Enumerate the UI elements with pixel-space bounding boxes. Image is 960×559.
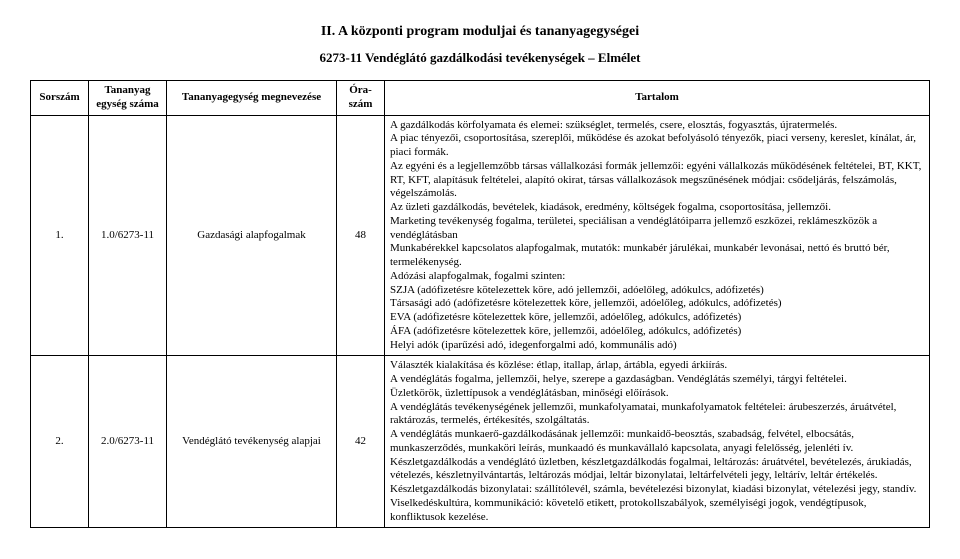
content-line: A vendéglátás munkaerő-gazdálkodásának j… <box>390 428 924 456</box>
section-title: II. A központi program moduljai és tanan… <box>30 24 930 40</box>
cell-egyseg: 2.0/6273-11 <box>89 356 167 528</box>
cell-megnevezes: Vendéglátó tevékenység alapjai <box>167 356 337 528</box>
content-line: Készletgazdálkodás bizonylatai: szállító… <box>390 483 924 497</box>
table-row: 1.1.0/6273-11Gazdasági alapfogalmak48 A g… <box>31 115 930 356</box>
cell-oraszam: 42 <box>337 356 385 528</box>
cell-tartalom: A gazdálkodás körfolyamata és elemei: sz… <box>385 115 930 356</box>
header-sorszam: Sorszám <box>31 81 89 116</box>
content-line: Választék kialakítása és közlése: étlap,… <box>390 359 924 373</box>
cell-tartalom: Választék kialakítása és közlése: étlap,… <box>385 356 930 528</box>
content-line: A vendéglátás fogalma, jellemzői, helye,… <box>390 373 924 387</box>
content-line: Munkabérekkel kapcsolatos alapfogalmak, … <box>390 242 924 270</box>
content-line: Üzletkörök, üzlettípusok a vendéglátásba… <box>390 387 924 401</box>
content-line: A piac tényezői, csoportosítása, szerepl… <box>390 132 924 160</box>
cell-oraszam: 48 <box>337 115 385 356</box>
cell-egyseg: 1.0/6273-11 <box>89 115 167 356</box>
content-line: ÁFA (adófizetésre kötelezettek köre, jel… <box>390 325 924 339</box>
cell-sorszam: 2. <box>31 356 89 528</box>
content-line: Készletgazdálkodás a vendéglátó üzletben… <box>390 456 924 484</box>
cell-sorszam: 1. <box>31 115 89 356</box>
content-line: Társasági adó (adófizetésre kötelezettek… <box>390 297 924 311</box>
header-tartalom: Tartalom <box>385 81 930 116</box>
table-header-row: Sorszám Tananyag egység száma Tananyageg… <box>31 81 930 116</box>
subtitle: 6273-11 Vendéglátó gazdálkodási tevékeny… <box>30 50 930 66</box>
cell-megnevezes: Gazdasági alapfogalmak <box>167 115 337 356</box>
header-oraszam: Óra-szám <box>337 81 385 116</box>
content-line: EVA (adófizetésre kötelezettek köre, jel… <box>390 311 924 325</box>
curriculum-table: Sorszám Tananyag egység száma Tananyageg… <box>30 80 930 528</box>
content-line: Viselkedéskultúra, kommunikáció: követel… <box>390 497 924 525</box>
header-megnevezes: Tananyagegység megnevezése <box>167 81 337 116</box>
header-egyseg: Tananyag egység száma <box>89 81 167 116</box>
content-line: Az egyéni és a legjellemzőbb társas váll… <box>390 160 924 201</box>
content-line: Helyi adók (iparűzési adó, idegenforgalm… <box>390 339 924 353</box>
table-row: 2.2.0/6273-11Vendéglátó tevékenység alap… <box>31 356 930 528</box>
content-line: Az üzleti gazdálkodás, bevételek, kiadás… <box>390 201 924 215</box>
content-line: A vendéglátás tevékenységének jellemzői,… <box>390 401 924 429</box>
content-line: Adózási alapfogalmak, fogalmi szinten: <box>390 270 924 284</box>
content-line: A gazdálkodás körfolyamata és elemei: sz… <box>390 119 924 133</box>
content-line: Marketing tevékenység fogalma, területei… <box>390 215 924 243</box>
content-line: SZJA (adófizetésre kötelezettek köre, ad… <box>390 284 924 298</box>
